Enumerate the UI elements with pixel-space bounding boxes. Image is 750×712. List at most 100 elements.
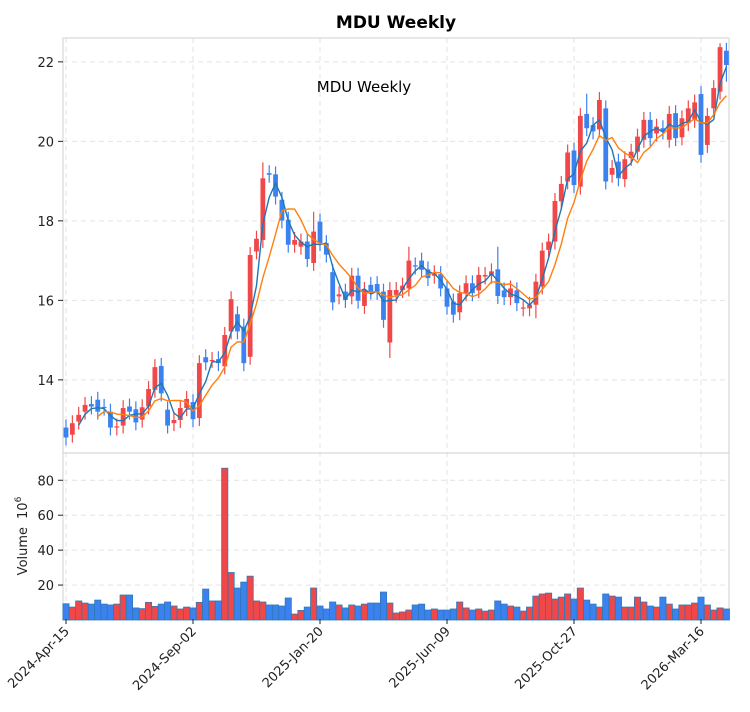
candle-body [184,398,190,409]
volume-panel-frame [62,452,730,620]
moving-averages [78,66,728,426]
volume-bar [678,604,686,621]
candle-body [597,100,602,130]
candle-body [311,231,317,263]
candle-body [584,113,590,129]
candle-body [533,281,539,305]
x-tick-label: 2025-Jan-20 [260,624,327,691]
volume-bar [627,606,635,621]
volume-bar [506,605,514,621]
candle-body [317,221,323,244]
x-axis: 2024-Apr-15 2024-Sep-02 2025-Jan-20 2025-Ju… [5,619,708,694]
x-tick-label: 2024-Sep-02 [130,624,200,694]
candle-body [406,260,412,289]
volume-bar [646,605,654,621]
volume-bar [259,601,267,621]
volume-bar [608,595,616,621]
x-tick-label: 2024-Apr-15 [5,624,72,691]
candle-body [298,241,304,247]
candle-body [635,136,640,152]
candle-body [660,128,666,132]
candle-body [374,284,380,293]
volume-bar [316,605,324,621]
candle-body [558,183,564,202]
volume-bar [176,608,184,621]
volume-bar [75,600,83,621]
volume-bar [94,599,102,621]
candle-body [393,290,399,295]
volume-bar [113,603,121,621]
price-tick-label: 20 [37,135,54,150]
candle-body [546,241,551,250]
volume-bar [386,602,394,621]
candle-body [565,152,571,182]
volume-bar [659,596,667,621]
volume-bar [189,607,197,621]
volume-bar [126,594,134,621]
volume-bar [519,610,527,621]
volume-bar [456,601,464,621]
candle-body [641,119,647,140]
volume-bar [119,594,127,621]
candle-body [609,167,615,175]
volume-bar [62,603,70,621]
x-tick-label: 2026-Mar-16 [639,624,708,693]
volume-bar [284,597,292,621]
volume-bar [526,606,534,621]
candle-body [476,274,482,291]
volume-bar [87,603,95,621]
candle-body [82,404,88,412]
volume-bar [640,601,648,621]
volume-bar [614,596,622,621]
candle-body [450,301,456,315]
candle-body [133,409,139,423]
candle-body [76,414,82,422]
x-tick-label: 2025-Jun-09 [387,624,454,691]
volume-bar [500,603,508,621]
volume-bar [634,596,642,621]
candle-body [673,113,678,139]
volume-bar [532,595,540,621]
volume-bar [240,581,248,621]
volume-bar [157,603,165,621]
volume-bar [252,600,260,621]
volume-bars [62,467,730,621]
candle-body [520,307,526,309]
volume-bar [373,602,381,621]
volume-bar [360,603,368,621]
candle-body [501,290,507,298]
candle-body [285,219,291,245]
volume-bar [449,608,457,621]
volume-bar [583,599,591,621]
volume-bar [195,601,203,621]
volume-bar [443,609,451,621]
volume-bar [722,608,730,621]
volume-bar [545,592,553,621]
volume-bar [233,587,241,621]
candle-body [412,265,418,267]
candle-body [717,47,723,92]
volume-bar [164,601,172,621]
candle-body [571,150,577,186]
candle-body [241,326,247,364]
candle-body [463,283,469,294]
volume-bar [100,603,108,621]
candle-body [177,408,183,421]
volume-bar [246,575,254,621]
volume-bar [684,604,692,621]
volume-bar [348,604,356,621]
volume-bar [329,601,337,621]
candle-body [444,288,450,307]
candle-body [387,290,393,343]
volume-bar [475,608,483,621]
volume-bar [564,593,572,621]
volume-bar [672,608,680,621]
volume-bar [430,608,438,621]
volume-bar [691,602,699,621]
volume-bar [265,604,273,621]
candle-body [362,290,367,306]
volume-grid [63,479,729,586]
volume-bar [716,607,724,621]
volume-bar [437,609,445,621]
